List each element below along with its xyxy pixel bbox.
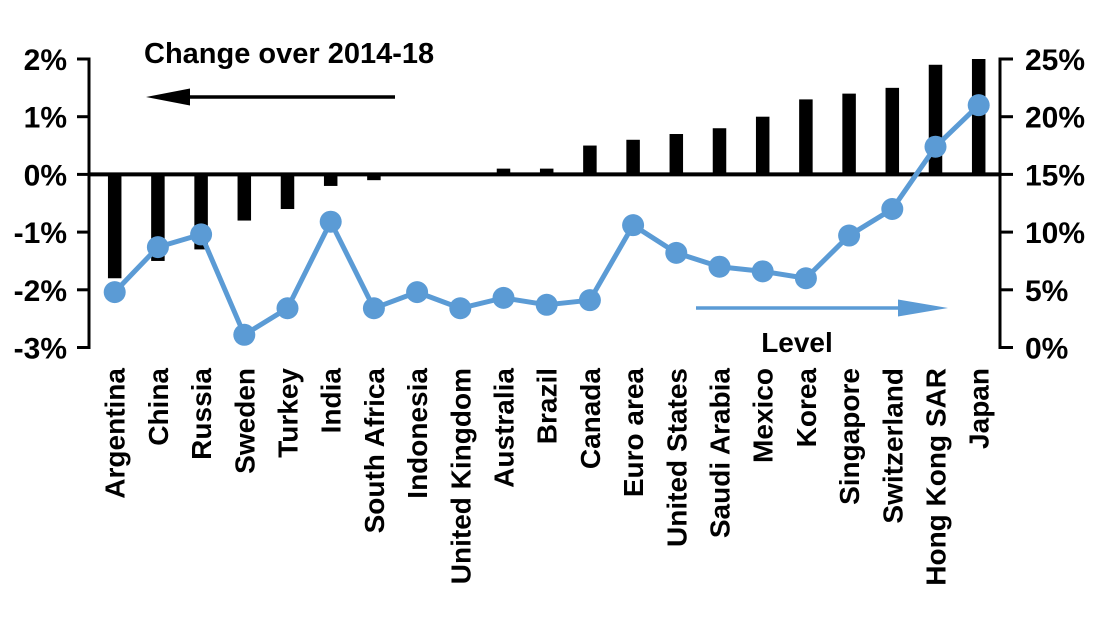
left-axis-tick-label: 0% <box>24 159 67 192</box>
category-label: Canada <box>575 368 606 470</box>
bar <box>539 168 554 175</box>
bar <box>583 145 597 175</box>
bar <box>323 174 338 186</box>
category-label: Australia <box>489 368 520 488</box>
category-label: Argentina <box>100 368 131 499</box>
category-label: Mexico <box>748 368 779 463</box>
line-point <box>665 241 688 264</box>
bar <box>237 174 252 221</box>
right-axis: 25% 20% 15% 10% 5% 0% <box>998 44 1085 366</box>
line-point <box>190 223 213 246</box>
category-label: Euro area <box>618 368 649 498</box>
bar <box>367 174 381 181</box>
line-series-points <box>103 94 990 346</box>
bar <box>496 168 511 175</box>
category-label: China <box>143 368 174 446</box>
line-point <box>622 214 645 237</box>
line-point <box>838 224 861 247</box>
left-axis-tick-label: 1% <box>24 102 67 135</box>
line-point <box>146 236 169 259</box>
right-axis-tick-label: 20% <box>1025 102 1085 135</box>
line-point <box>276 297 299 320</box>
line-point <box>967 94 990 117</box>
left-axis-tick-label: 2% <box>24 44 67 77</box>
line-point <box>881 198 904 221</box>
bar-series-label: Change over 2014-18 <box>144 38 434 70</box>
bar <box>626 139 640 175</box>
category-label: Korea <box>791 368 822 448</box>
category-label: Hong Kong SAR <box>921 368 952 586</box>
line-point <box>449 297 472 320</box>
category-label: Indonesia <box>402 368 433 499</box>
bar <box>971 59 986 175</box>
category-label: Russia <box>186 368 217 460</box>
right-axis-tick-label: 15% <box>1025 159 1085 192</box>
bar <box>799 99 813 175</box>
left-axis-tick-label: -1% <box>14 217 67 250</box>
category-axis: Argentina China Russia Sweden Turkey India Sou… <box>100 368 995 586</box>
left-arrow-icon <box>146 88 190 106</box>
bar <box>755 116 770 175</box>
right-axis-tick-label: 0% <box>1025 333 1068 366</box>
right-axis-tick-label: 25% <box>1025 44 1085 77</box>
category-label: Turkey <box>273 368 304 458</box>
line-point <box>103 281 126 304</box>
line-point <box>794 267 817 290</box>
category-label: Brazil <box>532 368 563 444</box>
bar <box>885 87 900 175</box>
bar <box>280 174 295 210</box>
left-axis-tick-label: -3% <box>14 333 67 366</box>
line-point <box>362 297 385 320</box>
category-label: Switzerland <box>877 368 908 524</box>
category-label: Sweden <box>229 368 260 474</box>
category-label: South Africa <box>359 368 390 534</box>
left-axis-tick-label: -2% <box>14 275 67 308</box>
right-axis-tick-label: 10% <box>1025 217 1085 250</box>
line-point <box>578 289 601 312</box>
line-point <box>924 135 947 158</box>
bar-series-annotation: Change over 2014-18 <box>144 38 434 106</box>
line-point <box>492 286 515 309</box>
right-axis-tick-label: 5% <box>1025 275 1068 308</box>
line-point <box>406 281 429 304</box>
category-label: India <box>316 368 347 434</box>
line-point <box>751 260 774 283</box>
line-series-label: Level <box>761 327 833 358</box>
category-label: Singapore <box>834 368 865 505</box>
bar <box>669 134 684 175</box>
bar <box>712 128 727 175</box>
line-point <box>708 255 731 278</box>
right-arrow-icon <box>898 299 948 317</box>
category-label: Japan <box>964 368 995 449</box>
bar <box>928 64 943 175</box>
line-point <box>319 210 342 233</box>
bar <box>842 93 856 175</box>
line-point <box>233 323 256 346</box>
category-label: United Kingdom <box>445 368 476 584</box>
line-series-annotation: Level <box>696 299 948 358</box>
left-axis: 2% 1% 0% -1% -2% -3% <box>14 44 91 366</box>
bar <box>107 174 122 279</box>
line-point <box>535 293 558 316</box>
category-label: Saudi Arabia <box>705 368 736 539</box>
category-label: United States <box>661 368 692 547</box>
